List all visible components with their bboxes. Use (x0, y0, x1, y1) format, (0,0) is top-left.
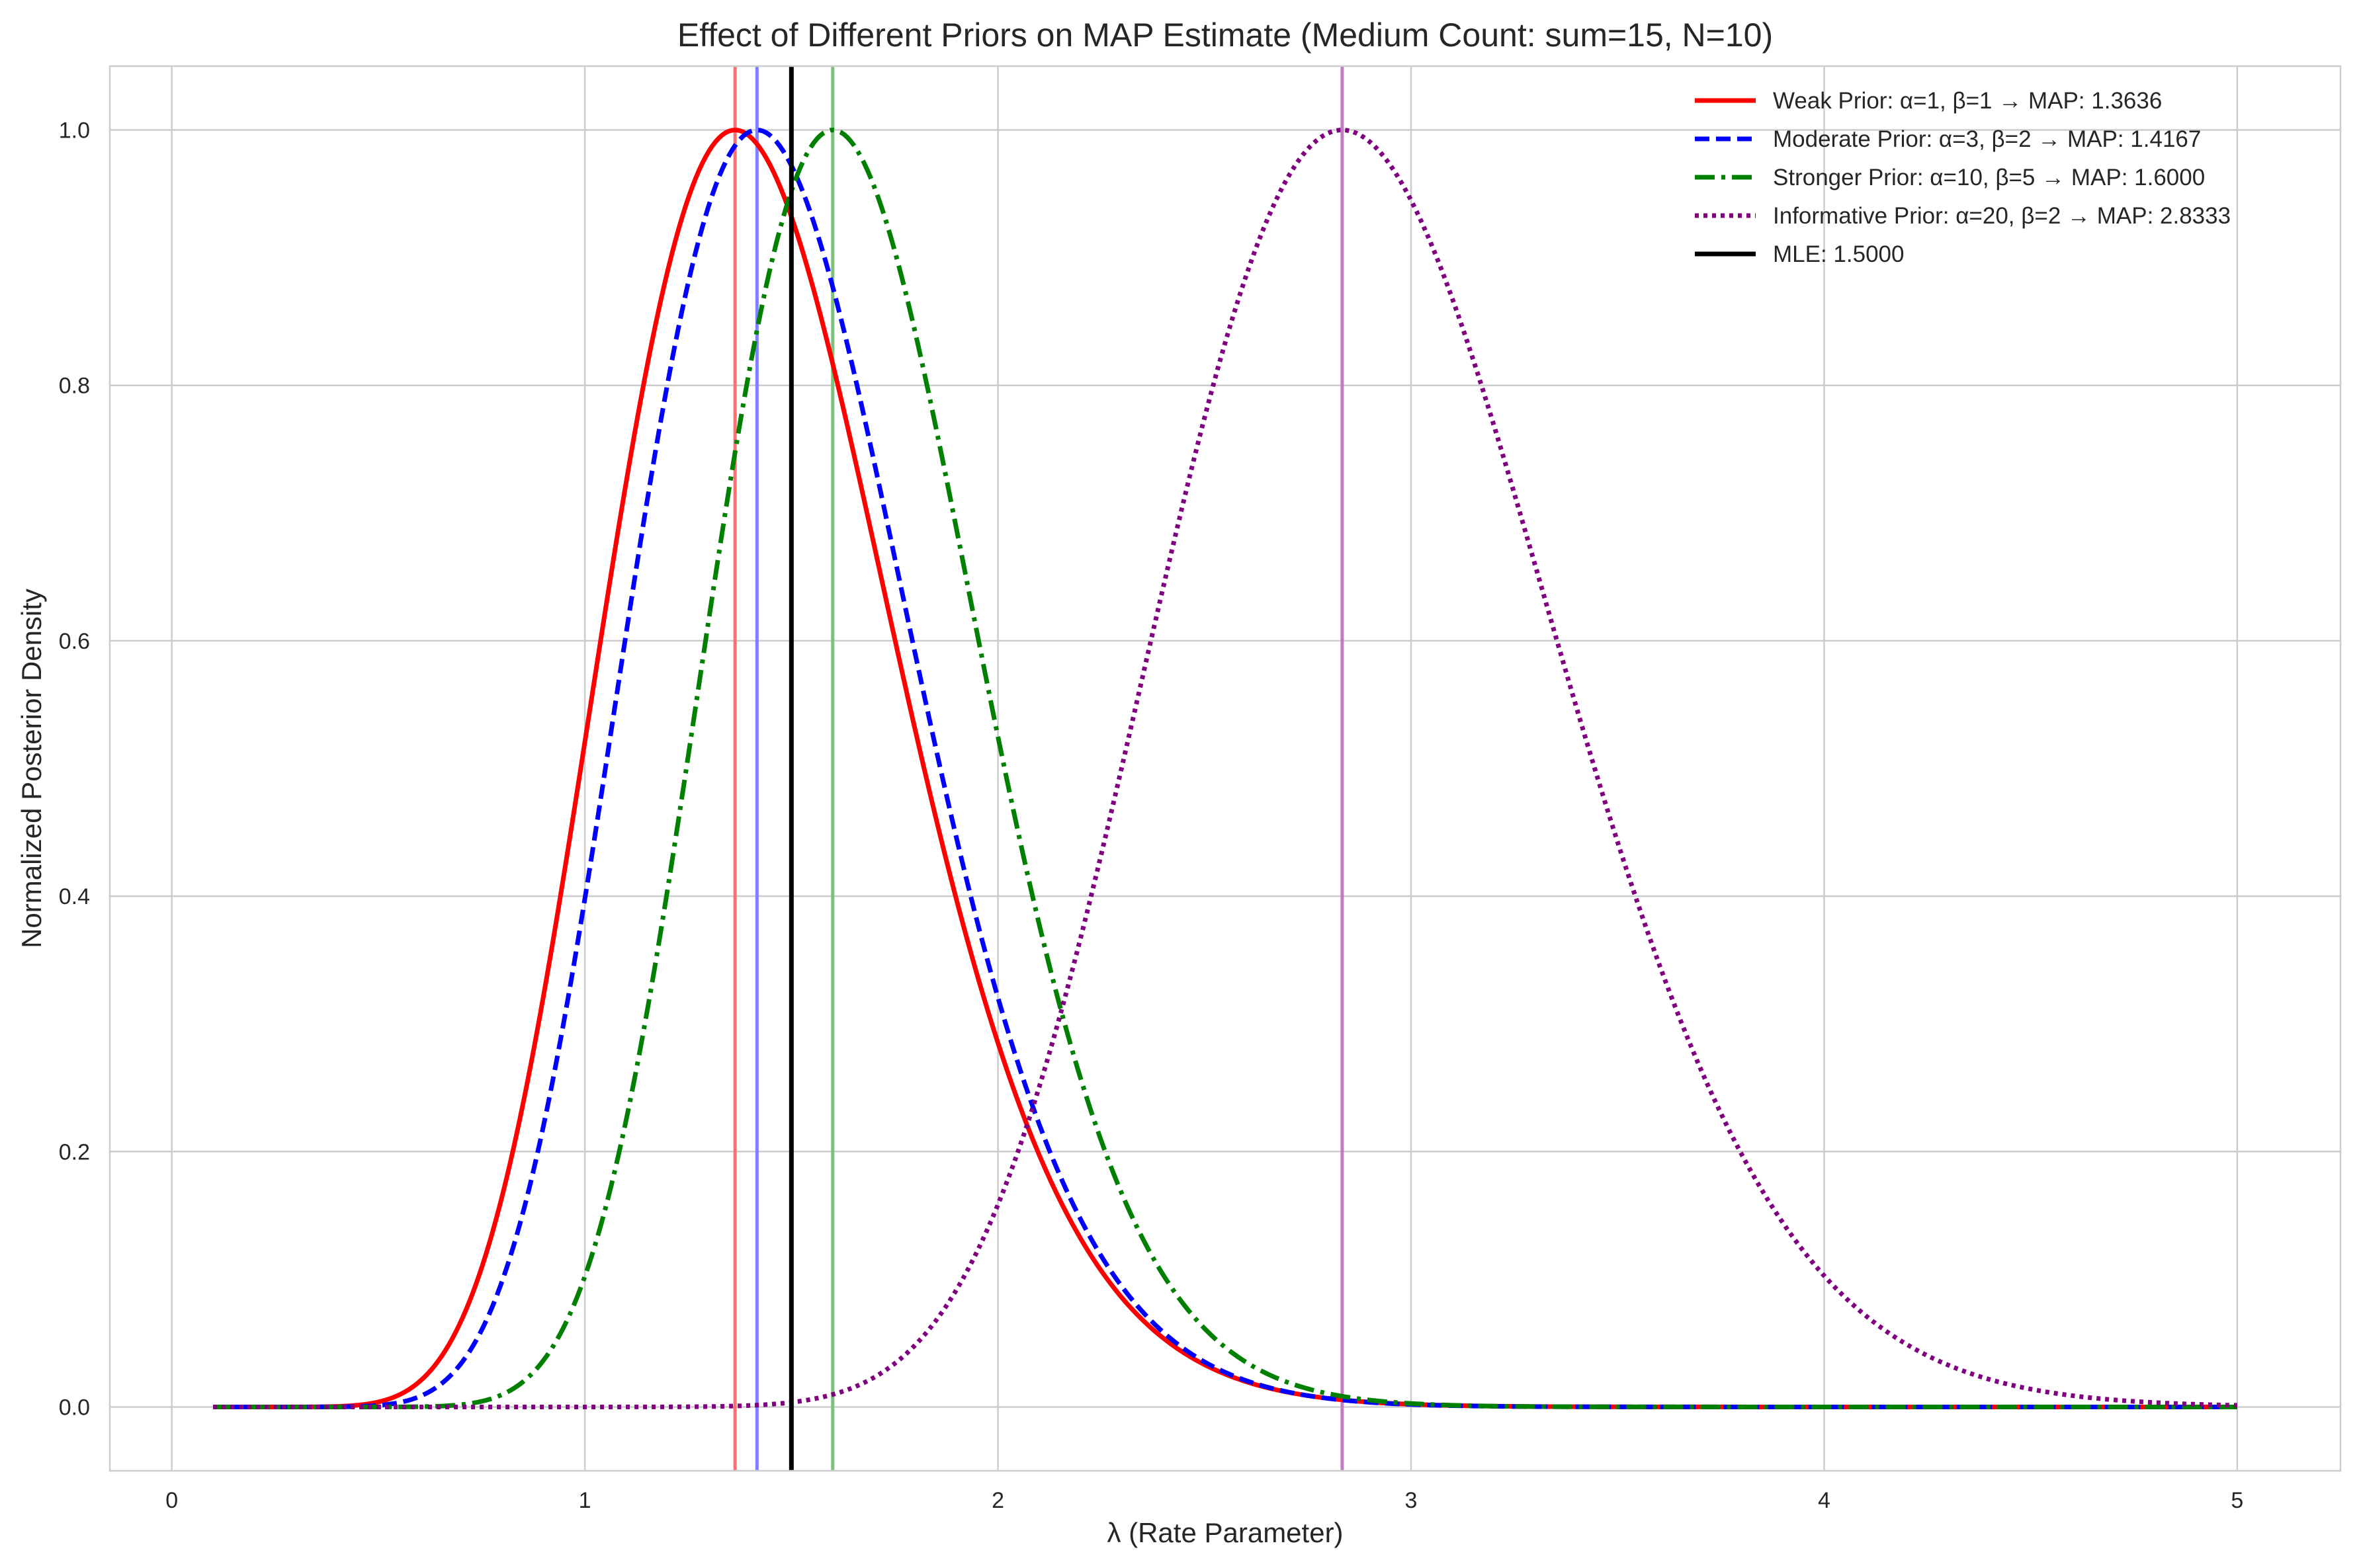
y-tick-label: 0.0 (59, 1395, 90, 1420)
legend-label: Weak Prior: α=1, β=1 → MAP: 1.3636 (1773, 88, 2162, 114)
posterior-series-1 (213, 128, 2237, 1409)
y-tick-label: 0.4 (59, 884, 90, 909)
y-tick-label: 0.2 (59, 1139, 90, 1165)
x-tick-label: 3 (1405, 1488, 1418, 1513)
legend-label: Stronger Prior: α=10, β=5 → MAP: 1.6000 (1773, 165, 2205, 190)
x-tick-label: 1 (579, 1488, 591, 1513)
posterior-curves (213, 66, 2237, 1471)
y-tick-label: 0.6 (59, 629, 90, 654)
grid (110, 66, 2340, 1471)
x-tick-label: 2 (992, 1488, 1004, 1513)
legend-label: MLE: 1.5000 (1773, 241, 1904, 267)
posterior-series-2 (213, 128, 2237, 1409)
legend-label: Moderate Prior: α=3, β=2 → MAP: 1.4167 (1773, 126, 2201, 152)
x-axis-title: λ (Rate Parameter) (1107, 1517, 1343, 1548)
posterior-series-3 (213, 128, 2237, 1409)
x-tick-label: 5 (2231, 1488, 2243, 1513)
y-tick-label: 0.8 (59, 374, 90, 399)
plot-frame (108, 65, 2342, 1472)
x-tick-label: 4 (1818, 1488, 1830, 1513)
chart-title: Effect of Different Priors on MAP Estima… (677, 17, 1773, 54)
tick-labels: 0 1 2 3 4 5 0.0 0.2 0.4 0.6 0.8 1.0 (59, 118, 2244, 1513)
y-tick-label: 1.0 (59, 118, 90, 144)
x-tick-label: 0 (165, 1488, 178, 1513)
legend: Weak Prior: α=1, β=1 → MAP: 1.3636 Modera… (1695, 88, 2231, 267)
y-axis-title: Normalized Posterior Density (16, 589, 47, 948)
map-reference-lines (733, 66, 1344, 1471)
legend-label: Informative Prior: α=20, β=2 → MAP: 2.83… (1773, 203, 2231, 229)
posterior-series-4 (213, 128, 2237, 1409)
